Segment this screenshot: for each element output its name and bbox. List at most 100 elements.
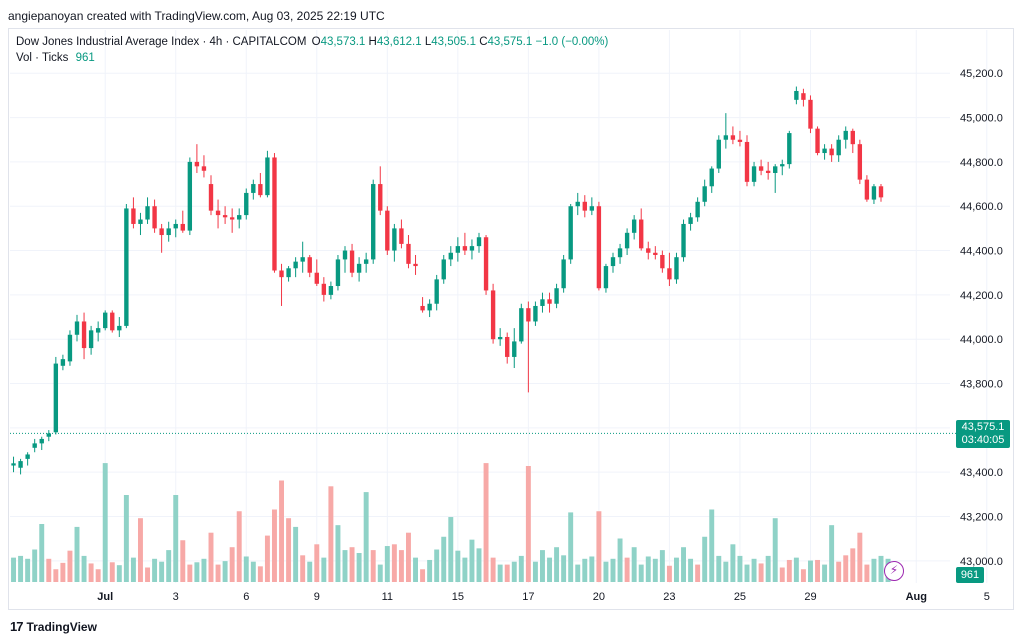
candle-body [286, 268, 291, 278]
open-value: 43,573.1 [320, 36, 366, 48]
chart-legend: Dow Jones Industrial Average Index · 4h … [16, 34, 608, 66]
volume-indicator-label[interactable]: Vol · Ticks [16, 52, 69, 64]
candle-body [110, 312, 115, 331]
candle-body [39, 438, 44, 444]
volume-bar [737, 555, 743, 582]
volume-bar [765, 555, 771, 582]
volume-bar [356, 553, 362, 582]
candle-body [617, 248, 623, 258]
bar-countdown: 03:40:05 [961, 434, 1005, 446]
candle-body [46, 433, 51, 437]
candle-body [526, 308, 531, 322]
volume-bar [666, 565, 672, 582]
volume-bar [166, 550, 172, 582]
candle-body [399, 228, 404, 244]
volume-bar [448, 517, 454, 582]
volume-bar [525, 466, 531, 582]
volume-bar [779, 567, 785, 582]
close-value: 43,575.1 [487, 36, 533, 48]
volume-bar [843, 555, 849, 582]
candle-body [808, 99, 813, 129]
candle-body [279, 270, 284, 278]
candle-body [152, 206, 157, 229]
candle-body [512, 341, 517, 357]
volume-bar [81, 555, 87, 582]
volume-bar [688, 558, 694, 582]
candle-body [758, 166, 764, 171]
volume-bar [518, 555, 524, 582]
candle-body [653, 252, 658, 255]
volume-bar [67, 550, 73, 582]
time-tick-label: 20 [593, 591, 605, 603]
volume-bar [624, 557, 630, 582]
candle-body [229, 217, 235, 220]
volume-bar [674, 557, 679, 582]
volume-bar [540, 550, 545, 582]
grid-lines [10, 30, 988, 583]
candle-body [103, 312, 108, 329]
candle-body [864, 179, 870, 200]
volume-bar [709, 509, 715, 582]
candle-body [349, 250, 355, 273]
volume-bar [561, 555, 567, 582]
time-tick-label: 3 [173, 591, 179, 603]
candle-body [392, 228, 397, 251]
volume-bar [645, 556, 651, 582]
candle-body [554, 288, 559, 304]
volume-bar [497, 564, 503, 582]
volume-bar [532, 561, 538, 582]
price-tick-label: 43,400.0 [960, 467, 1003, 479]
volume-bar [836, 561, 842, 582]
candle-body [582, 201, 587, 211]
volume-bar [11, 557, 16, 582]
volume-bar [138, 518, 143, 582]
volume-bar [504, 564, 510, 582]
candle-body [335, 259, 341, 287]
candle-body [74, 321, 80, 335]
volume-bar [596, 511, 602, 582]
time-tick-label: 5 [984, 591, 990, 603]
volume-bar [74, 526, 80, 582]
chart-frame[interactable] [8, 28, 1014, 610]
volume-bar [243, 556, 249, 582]
volume-bar [328, 486, 334, 582]
volume-bar [610, 558, 616, 582]
candle-body [836, 139, 841, 156]
candle-body [589, 206, 595, 211]
volume-bar [194, 562, 200, 582]
candle-body [822, 148, 827, 154]
candle-body [660, 254, 665, 269]
candle-body [356, 263, 362, 273]
candle-body [730, 135, 736, 140]
high-value: 43,612.1 [376, 36, 422, 48]
volume-bar [321, 557, 327, 582]
candle-body [371, 184, 376, 260]
volume-bar [222, 561, 228, 582]
lightning-icon[interactable]: ⚡︎ [884, 561, 904, 581]
volume-bar [406, 532, 411, 582]
volume-bar [300, 555, 306, 582]
candle-body [737, 139, 743, 142]
candle-body [328, 286, 334, 295]
candle-body [455, 246, 461, 253]
candle-body [413, 263, 418, 267]
symbol-name[interactable]: Dow Jones Industrial Average Index · 4h … [16, 36, 307, 48]
candle-body [878, 186, 884, 198]
volume-bar [152, 558, 158, 582]
volume-bar [695, 564, 701, 582]
candle-body [448, 252, 453, 260]
volume-bar [208, 532, 214, 582]
volume-bar [53, 569, 59, 582]
candle-body [815, 128, 820, 154]
candle-body [674, 257, 679, 280]
price-tick-label: 45,200.0 [960, 68, 1003, 80]
time-tick-label: Aug [906, 591, 927, 603]
candle-body [420, 305, 425, 311]
candle-body [60, 359, 66, 366]
volume-bar [250, 561, 256, 582]
volume-bar [307, 561, 313, 582]
candle-body [244, 192, 249, 216]
candle-body [272, 157, 277, 271]
volume-bar [589, 556, 595, 582]
